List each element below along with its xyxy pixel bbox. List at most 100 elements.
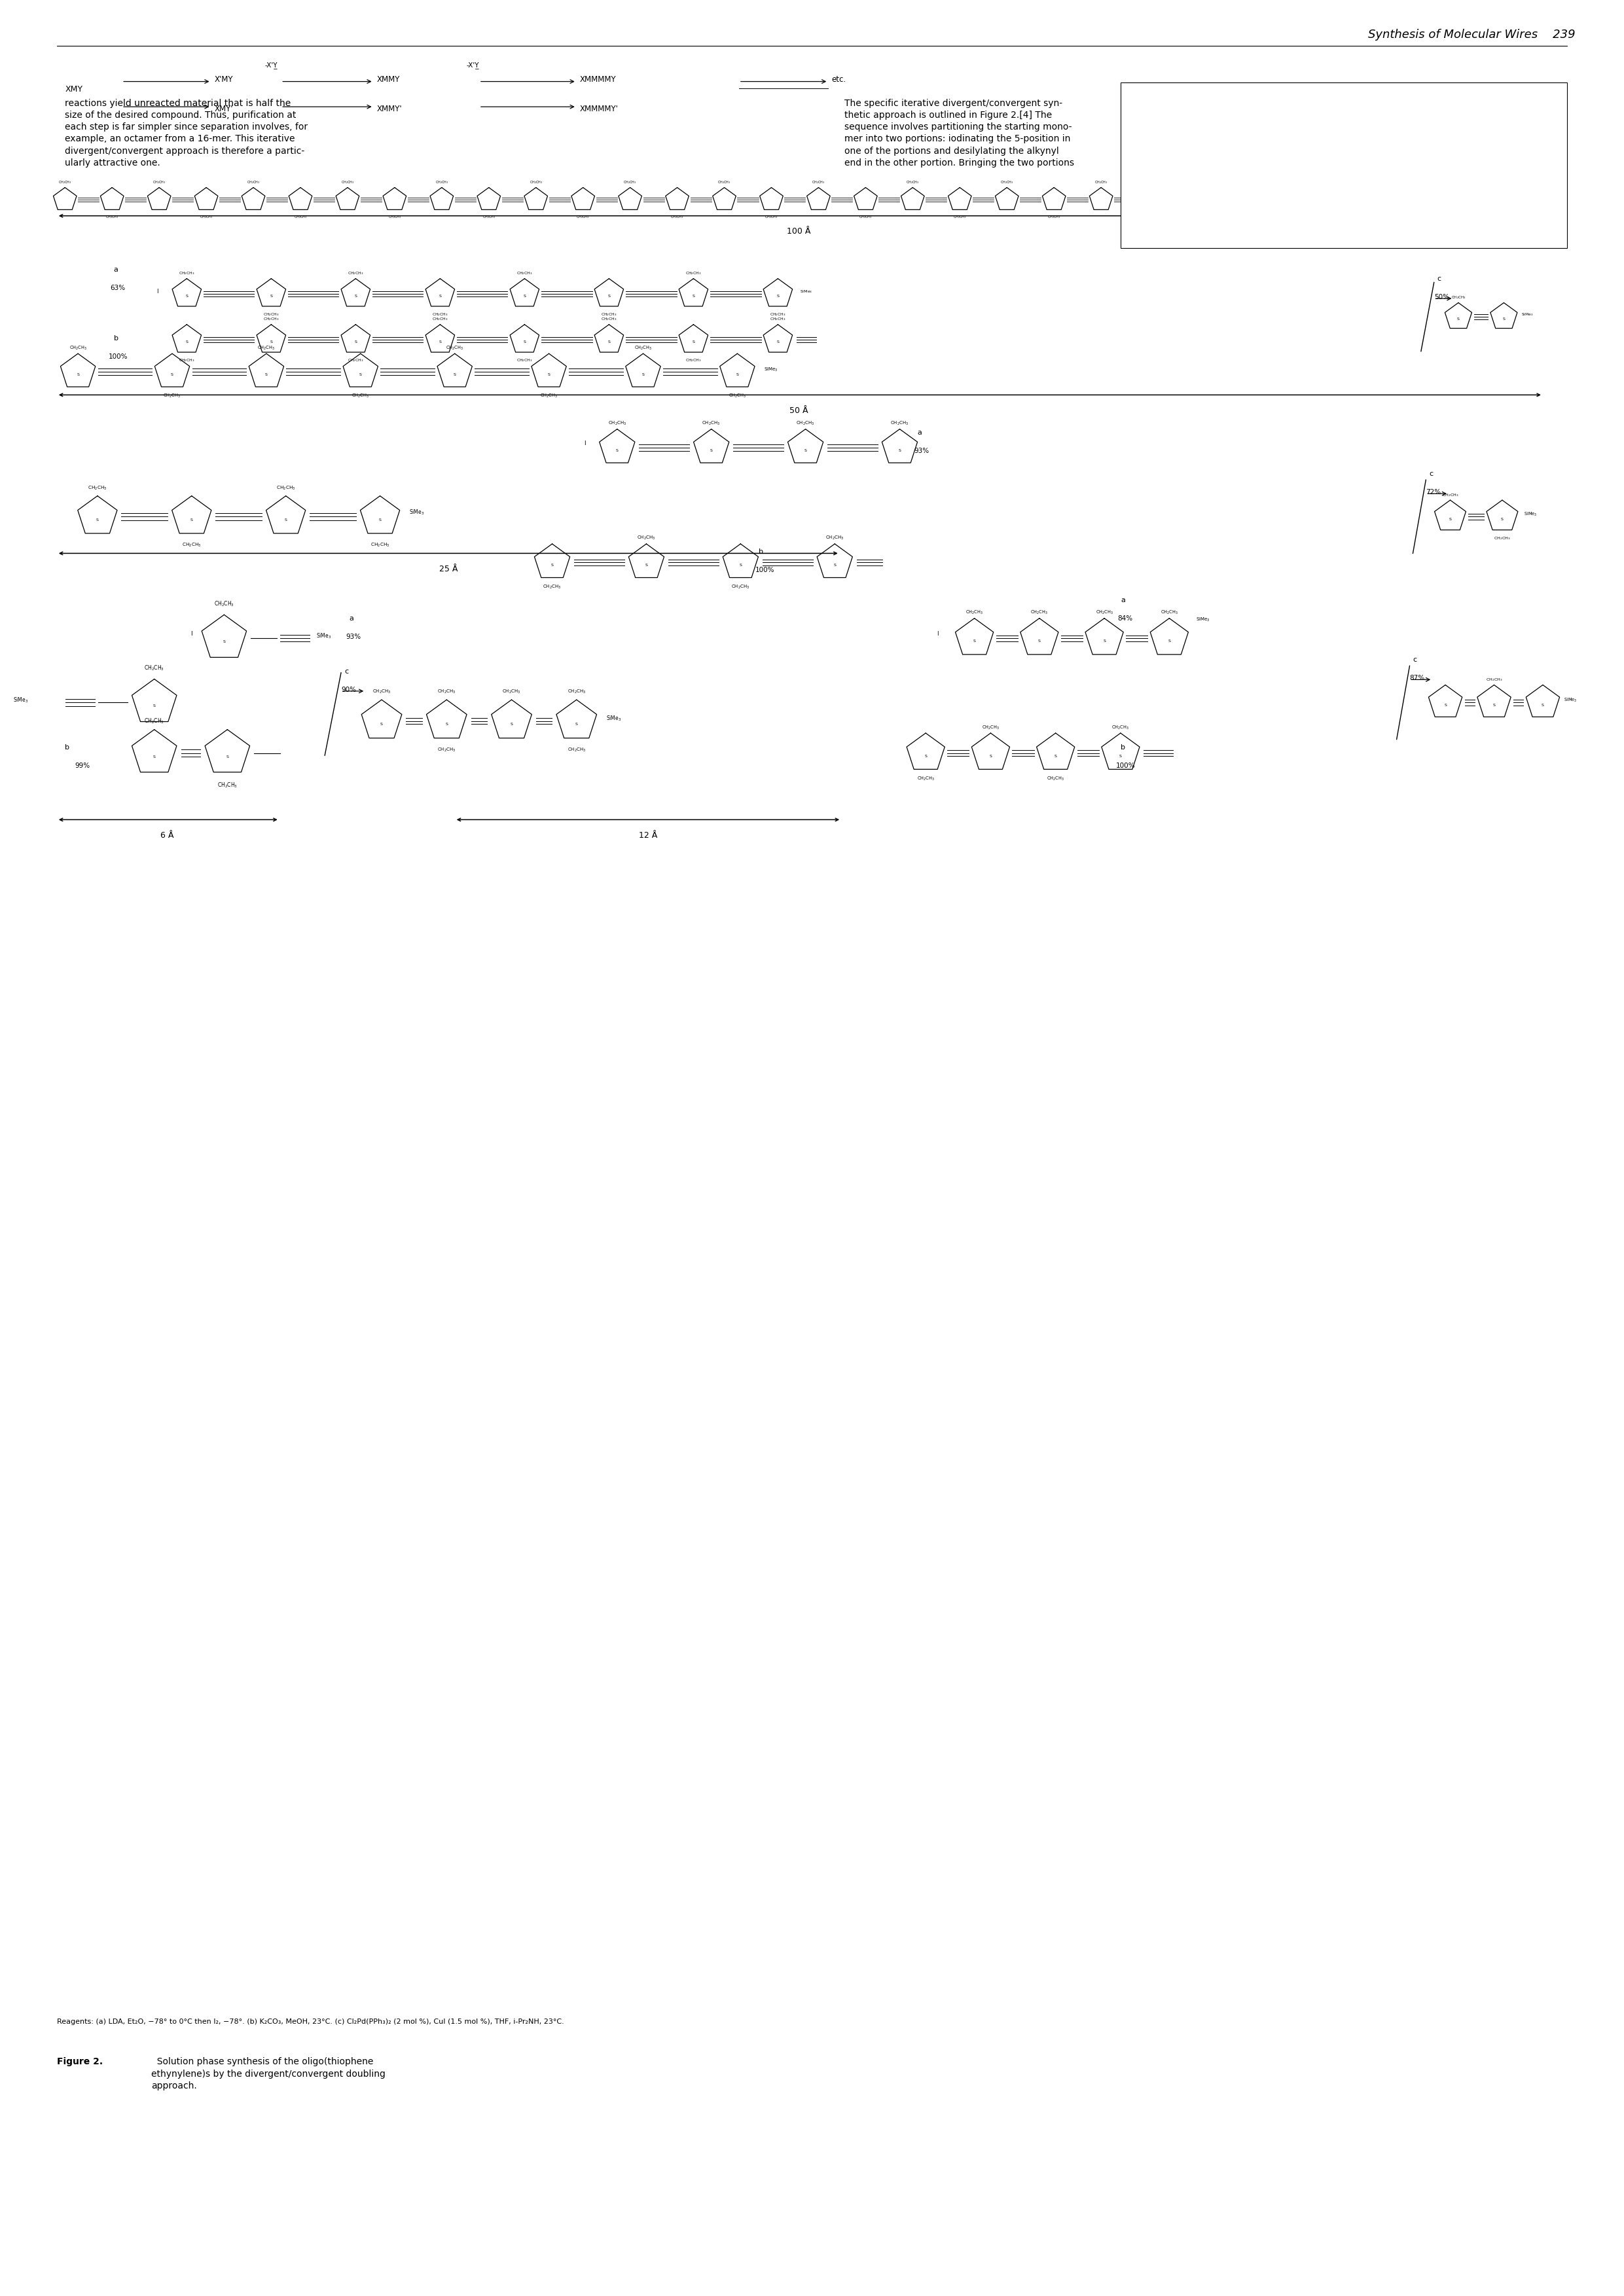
Text: $\mathregular{CH_2CH_3}$: $\mathregular{CH_2CH_3}$ (106, 214, 119, 220)
Text: $\mathregular{CH_2CH_3}$: $\mathregular{CH_2CH_3}$ (567, 746, 586, 753)
Text: $\mathregular{SiMe_3}$: $\mathregular{SiMe_3}$ (799, 289, 812, 294)
Text: S: S (438, 294, 442, 298)
Text: I: I (583, 441, 586, 445)
Text: $\mathregular{CH_2CH_3}$: $\mathregular{CH_2CH_3}$ (372, 689, 391, 696)
Text: -X'Y̲: -X'Y̲ (265, 62, 278, 69)
Text: $\mathregular{CH_2CH_3}$: $\mathregular{CH_2CH_3}$ (918, 776, 934, 783)
Text: S: S (924, 755, 927, 758)
Text: $\mathregular{SiMe_3}$: $\mathregular{SiMe_3}$ (1523, 512, 1536, 517)
Text: $\mathregular{CH_2CH_3}$: $\mathregular{CH_2CH_3}$ (348, 271, 364, 276)
Text: $\mathregular{CH_2CH_3}$: $\mathregular{CH_2CH_3}$ (983, 723, 999, 730)
Text: S: S (359, 372, 362, 377)
Text: 100%: 100% (755, 567, 775, 574)
Text: S: S (776, 294, 780, 298)
Text: $\mathregular{SiMe_3}$: $\mathregular{SiMe_3}$ (13, 696, 29, 705)
Text: The specific iterative divergent/convergent syn-
thetic approach is outlined in : The specific iterative divergent/converg… (844, 99, 1073, 168)
Text: 6 Å: 6 Å (161, 831, 174, 840)
Text: S: S (185, 294, 188, 298)
Text: $\mathregular{CH_2CH_3}$: $\mathregular{CH_2CH_3}$ (435, 179, 448, 186)
Text: b: b (1121, 744, 1125, 751)
Text: $\mathregular{CH_2CH_3}$: $\mathregular{CH_2CH_3}$ (635, 344, 651, 351)
Text: etc.: etc. (831, 76, 846, 83)
Text: 87%: 87% (1410, 675, 1424, 682)
Text: S: S (804, 450, 807, 452)
Text: S: S (692, 340, 695, 344)
Text: 93%: 93% (346, 634, 361, 641)
Text: $\mathregular{CH_2CH_3}$: $\mathregular{CH_2CH_3}$ (437, 689, 456, 696)
Text: 12 Å: 12 Å (638, 831, 658, 840)
Text: $\mathregular{CH_2CH_3}$: $\mathregular{CH_2CH_3}$ (1442, 491, 1458, 498)
Text: $\mathregular{SiMe_3}$: $\mathregular{SiMe_3}$ (1541, 195, 1551, 200)
Text: $\mathregular{CH_2CH_3}$: $\mathregular{CH_2CH_3}$ (341, 179, 354, 186)
Text: S: S (378, 519, 382, 521)
Text: $\mathregular{CH_2CH_3}$: $\mathregular{CH_2CH_3}$ (1161, 608, 1177, 615)
Text: S: S (523, 294, 526, 298)
Text: $\mathregular{CH_2CH_3}$: $\mathregular{CH_2CH_3}$ (145, 664, 164, 673)
Text: I: I (937, 631, 939, 636)
Text: $\mathregular{SiMe_3}$: $\mathregular{SiMe_3}$ (763, 367, 778, 372)
Text: X'MY: X'MY (214, 76, 232, 83)
Text: $\mathregular{CH_2CH_3}$: $\mathregular{CH_2CH_3}$ (685, 271, 702, 276)
Text: $\mathregular{CH_2CH_3}$: $\mathregular{CH_2CH_3}$ (370, 542, 390, 549)
Text: reactions yield unreacted material that is half the
size of the desired compound: reactions yield unreacted material that … (65, 99, 309, 168)
Text: $\mathregular{CH_2CH_3}$: $\mathregular{CH_2CH_3}$ (447, 344, 463, 351)
Text: c: c (1413, 657, 1416, 664)
Text: XMMMMY': XMMMMY' (580, 106, 619, 113)
Text: $\mathregular{CH_2CH_3}$: $\mathregular{CH_2CH_3}$ (214, 599, 234, 608)
Text: $\mathregular{CH_2CH_3}$: $\mathregular{CH_2CH_3}$ (825, 535, 844, 542)
Text: S: S (185, 340, 188, 344)
Text: S: S (354, 294, 357, 298)
Text: S: S (833, 565, 836, 567)
Text: $\mathregular{SiMe_3}$: $\mathregular{SiMe_3}$ (317, 631, 331, 641)
Text: $\mathregular{CH_2CH_3}$: $\mathregular{CH_2CH_3}$ (685, 358, 702, 363)
Text: S: S (96, 519, 99, 521)
Text: 100%: 100% (1116, 762, 1135, 769)
Text: $\mathregular{SiMe_3}$: $\mathregular{SiMe_3}$ (1522, 312, 1533, 317)
Text: S: S (354, 340, 357, 344)
Text: $\mathregular{CH_2CH_3}$: $\mathregular{CH_2CH_3}$ (247, 179, 260, 186)
Text: $\mathregular{CH_2CH_3}$: $\mathregular{CH_2CH_3}$ (906, 179, 919, 186)
Text: $\mathregular{CH_2CH_3}$: $\mathregular{CH_2CH_3}$ (70, 344, 86, 351)
Text: S: S (607, 294, 611, 298)
Text: S: S (1168, 641, 1171, 643)
Text: 50 Å: 50 Å (789, 406, 809, 416)
Text: Figure 1.  Schematic outline
of the iterative divergent/
convergent approach to
: Figure 1. Schematic outline of the itera… (1134, 94, 1242, 133)
Text: S: S (438, 340, 442, 344)
Text: $\mathregular{CH_2CH_3}$: $\mathregular{CH_2CH_3}$ (671, 214, 684, 220)
Text: $\mathregular{CH_2CH_3}$: $\mathregular{CH_2CH_3}$ (516, 271, 533, 276)
Text: S: S (607, 340, 611, 344)
Text: 63%: 63% (110, 285, 125, 292)
Text: $\mathregular{CH_2CH_3}$: $\mathregular{CH_2CH_3}$ (812, 179, 825, 186)
Text: $\mathregular{CH_2CH_3}$: $\mathregular{CH_2CH_3}$ (1000, 179, 1013, 186)
Text: S: S (615, 450, 619, 452)
Text: $\mathregular{CH_2CH_3}$: $\mathregular{CH_2CH_3}$ (153, 179, 166, 186)
Text: S: S (226, 755, 229, 758)
Text: S: S (265, 372, 268, 377)
Text: XMMMMY: XMMMMY (580, 76, 615, 83)
Text: S: S (710, 450, 713, 452)
Text: $\mathregular{SiMe_3}$: $\mathregular{SiMe_3}$ (409, 507, 424, 517)
Text: -X'Y̲: -X'Y̲ (466, 62, 479, 69)
Text: $\mathregular{CH_2CH_3}$: $\mathregular{CH_2CH_3}$ (1471, 179, 1484, 186)
Text: S: S (551, 565, 554, 567)
Text: Reagents: (a) LDA, Et₂O, −78° to 0°C then I₂, −78°. (b) K₂CO₃, MeOH, 23°C. (c) C: Reagents: (a) LDA, Et₂O, −78° to 0°C the… (57, 2018, 564, 2025)
Text: S: S (575, 723, 578, 726)
Text: $\mathregular{CH_2CH_3}$: $\mathregular{CH_2CH_3}$ (718, 179, 731, 186)
Text: S: S (736, 372, 739, 377)
Text: $\mathregular{CH_2CH_3}$: $\mathregular{CH_2CH_3}$ (637, 535, 656, 542)
Text: $\mathregular{CH_2CH_3}$: $\mathregular{CH_2CH_3}$ (294, 214, 307, 220)
Text: $\mathregular{CH_2CH_3}$: $\mathregular{CH_2CH_3}$ (516, 358, 533, 363)
Text: $\mathregular{CH_2CH_3}$: $\mathregular{CH_2CH_3}$ (859, 214, 872, 220)
Text: $\mathregular{SiMe_3}$: $\mathregular{SiMe_3}$ (1195, 618, 1210, 622)
Text: 100%: 100% (109, 354, 128, 360)
Text: $\mathregular{CH_2CH_3}$: $\mathregular{CH_2CH_3}$ (796, 420, 815, 427)
Text: S: S (1541, 703, 1544, 707)
Text: $\mathregular{CH_2CH_3}$: $\mathregular{CH_2CH_3}$ (601, 317, 617, 321)
Text: $\mathregular{CH_2CH_3}$: $\mathregular{CH_2CH_3}$ (1189, 179, 1202, 186)
Text: $\mathregular{CH_2CH_3}$: $\mathregular{CH_2CH_3}$ (200, 214, 213, 220)
Text: $\mathregular{CH_2CH_3}$: $\mathregular{CH_2CH_3}$ (567, 689, 586, 696)
Text: $\mathregular{CH_2CH_3}$: $\mathregular{CH_2CH_3}$ (179, 358, 195, 363)
Text: S: S (284, 519, 287, 521)
Text: S: S (1501, 517, 1504, 521)
Text: S: S (1054, 755, 1057, 758)
